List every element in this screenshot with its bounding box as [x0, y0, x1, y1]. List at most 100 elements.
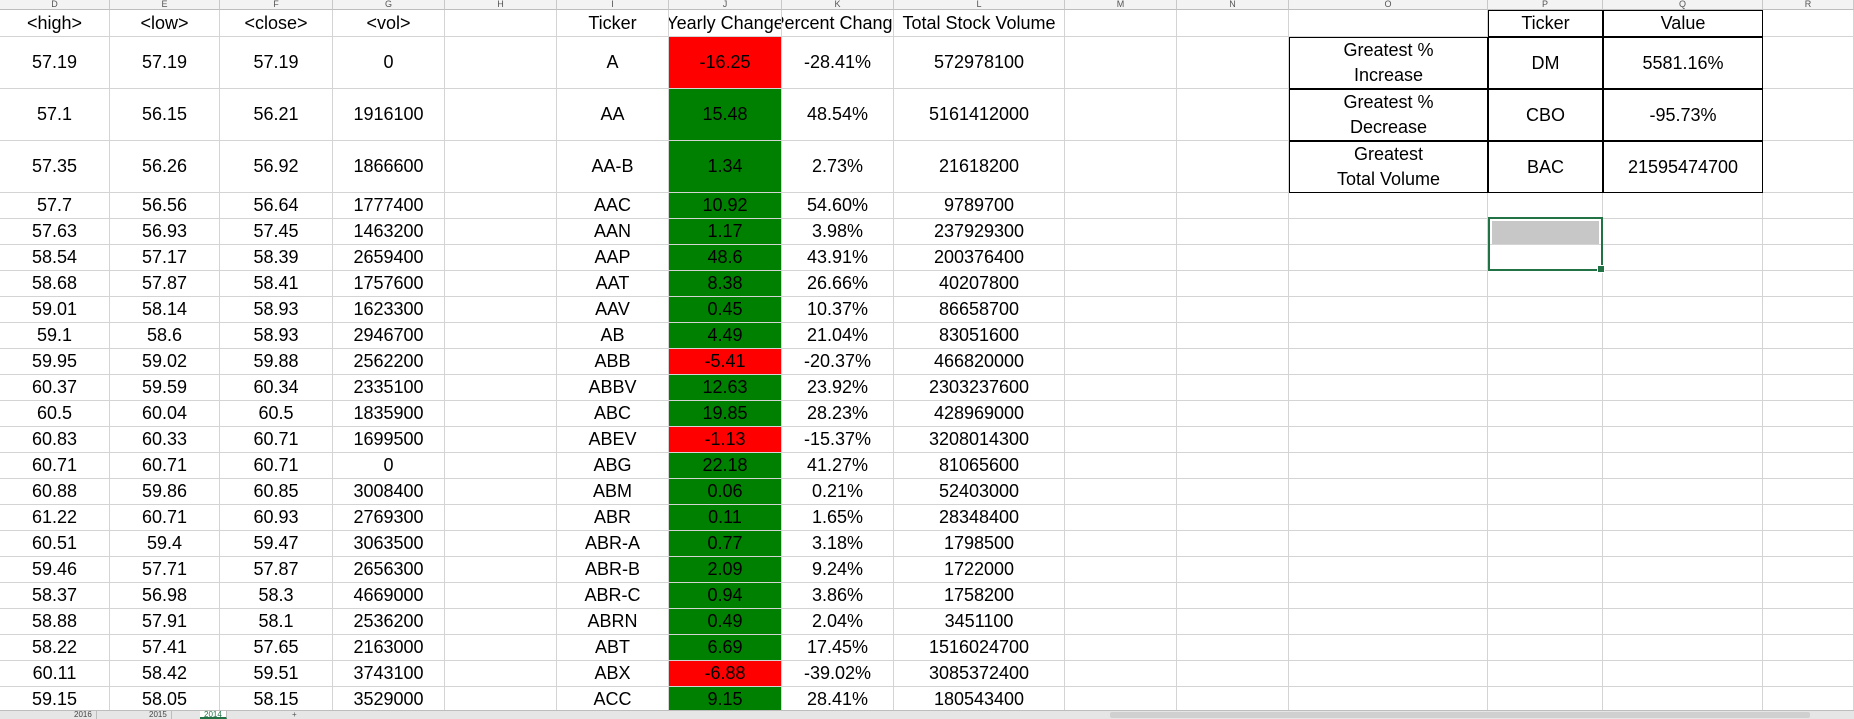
table-cell[interactable]: 19.85 [669, 401, 782, 427]
cell-empty[interactable] [445, 401, 557, 427]
cell-empty[interactable] [1065, 271, 1177, 297]
table-cell[interactable]: 9.15 [669, 687, 782, 713]
header-g[interactable]: <vol> [333, 10, 445, 37]
table-cell[interactable]: 0 [333, 453, 445, 479]
cell-empty[interactable] [1488, 661, 1603, 687]
table-cell[interactable]: 2656300 [333, 557, 445, 583]
table-cell[interactable]: 2163000 [333, 635, 445, 661]
cell-empty[interactable] [1763, 349, 1854, 375]
cell-empty[interactable] [1065, 245, 1177, 271]
cell-empty[interactable] [1177, 635, 1289, 661]
cell-empty[interactable] [1603, 297, 1763, 323]
table-cell[interactable]: 59.46 [0, 557, 110, 583]
cell-empty[interactable] [1763, 219, 1854, 245]
table-cell[interactable]: ABR-C [557, 583, 669, 609]
table-cell[interactable]: 61.22 [0, 505, 110, 531]
cell-empty[interactable] [1289, 557, 1488, 583]
table-cell[interactable]: 1463200 [333, 219, 445, 245]
cell-empty[interactable] [1603, 583, 1763, 609]
cell-empty[interactable] [1763, 505, 1854, 531]
cell-empty[interactable] [445, 375, 557, 401]
table-cell[interactable]: 60.71 [0, 453, 110, 479]
table-cell[interactable]: ABX [557, 661, 669, 687]
table-cell[interactable]: 59.47 [220, 531, 333, 557]
cell-empty[interactable] [1289, 297, 1488, 323]
table-cell[interactable]: 1.17 [669, 219, 782, 245]
table-cell[interactable]: 58.54 [0, 245, 110, 271]
column-header-g[interactable]: G [333, 0, 445, 10]
table-cell[interactable]: 0 [333, 37, 445, 89]
cell-empty[interactable] [445, 89, 557, 141]
cell-empty[interactable] [1763, 37, 1854, 89]
table-cell[interactable]: 28.23% [782, 401, 894, 427]
table-cell[interactable]: -16.25 [669, 37, 782, 89]
table-cell[interactable]: 2536200 [333, 609, 445, 635]
column-header-o[interactable]: O [1289, 0, 1488, 10]
cell-empty[interactable] [1289, 479, 1488, 505]
cell-empty[interactable] [1177, 141, 1289, 193]
table-cell[interactable]: AB [557, 323, 669, 349]
cell-empty[interactable] [1289, 453, 1488, 479]
cell-empty[interactable] [1177, 245, 1289, 271]
table-cell[interactable]: 48.54% [782, 89, 894, 141]
table-cell[interactable]: 0.94 [669, 583, 782, 609]
cell-empty[interactable] [1488, 635, 1603, 661]
table-cell[interactable]: 0.49 [669, 609, 782, 635]
summary-label[interactable]: Greatest % Increase [1289, 37, 1488, 89]
cell-empty[interactable] [1289, 375, 1488, 401]
table-cell[interactable]: AAP [557, 245, 669, 271]
table-cell[interactable]: 23.92% [782, 375, 894, 401]
table-cell[interactable]: 57.71 [110, 557, 220, 583]
summary-value[interactable]: 5581.16% [1603, 37, 1763, 89]
table-cell[interactable]: 58.6 [110, 323, 220, 349]
table-cell[interactable]: 1516024700 [894, 635, 1065, 661]
cell-empty[interactable] [1488, 349, 1603, 375]
table-cell[interactable]: 57.17 [110, 245, 220, 271]
table-cell[interactable]: 57.19 [110, 37, 220, 89]
cell-empty[interactable] [1763, 531, 1854, 557]
table-cell[interactable]: 60.5 [220, 401, 333, 427]
table-cell[interactable]: ABR-B [557, 557, 669, 583]
table-cell[interactable]: 56.93 [110, 219, 220, 245]
cell-empty[interactable] [1289, 323, 1488, 349]
table-cell[interactable]: 428969000 [894, 401, 1065, 427]
table-cell[interactable]: 60.93 [220, 505, 333, 531]
cell-empty[interactable] [1065, 453, 1177, 479]
cell-empty[interactable] [1763, 479, 1854, 505]
cell-empty[interactable] [445, 453, 557, 479]
table-cell[interactable]: 9.24% [782, 557, 894, 583]
cell-empty[interactable] [1289, 583, 1488, 609]
cell-empty[interactable] [1488, 531, 1603, 557]
cell-empty[interactable] [1065, 635, 1177, 661]
cell-empty[interactable] [1065, 37, 1177, 89]
cell-empty[interactable] [1177, 297, 1289, 323]
table-cell[interactable]: -6.88 [669, 661, 782, 687]
table-cell[interactable]: 1.34 [669, 141, 782, 193]
table-cell[interactable]: 60.34 [220, 375, 333, 401]
cell-empty[interactable] [1603, 661, 1763, 687]
header-i[interactable]: Ticker [557, 10, 669, 37]
cell-empty[interactable] [1289, 10, 1488, 37]
table-cell[interactable]: AA [557, 89, 669, 141]
cell-empty[interactable] [1065, 219, 1177, 245]
table-cell[interactable]: 0.77 [669, 531, 782, 557]
table-cell[interactable]: 56.26 [110, 141, 220, 193]
table-cell[interactable]: 22.18 [669, 453, 782, 479]
cell-empty[interactable] [1763, 401, 1854, 427]
cell-empty[interactable] [1763, 557, 1854, 583]
table-cell[interactable]: 58.41 [220, 271, 333, 297]
cell-empty[interactable] [1488, 427, 1603, 453]
table-cell[interactable]: 56.15 [110, 89, 220, 141]
table-cell[interactable]: 60.85 [220, 479, 333, 505]
table-cell[interactable]: 59.86 [110, 479, 220, 505]
cell-empty[interactable] [1177, 505, 1289, 531]
table-cell[interactable]: 3063500 [333, 531, 445, 557]
cell-empty[interactable] [1177, 583, 1289, 609]
table-cell[interactable]: 3085372400 [894, 661, 1065, 687]
cell-empty[interactable] [1177, 349, 1289, 375]
cell-empty[interactable] [1488, 583, 1603, 609]
table-cell[interactable]: 57.91 [110, 609, 220, 635]
table-cell[interactable]: 60.33 [110, 427, 220, 453]
table-cell[interactable]: ABB [557, 349, 669, 375]
cell-empty[interactable] [1763, 427, 1854, 453]
